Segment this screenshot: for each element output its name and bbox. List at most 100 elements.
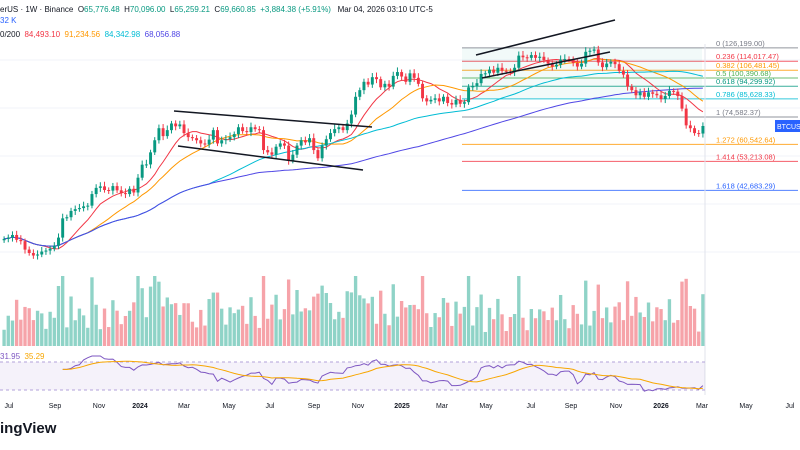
candle-body	[525, 57, 529, 59]
volume-bar	[558, 294, 563, 346]
candle-body	[592, 49, 596, 51]
candle-body	[609, 61, 613, 64]
volume-bar	[236, 309, 241, 346]
volume-bar	[6, 315, 10, 346]
candle-body	[676, 91, 680, 97]
candle-body	[521, 55, 525, 58]
volume-bar	[295, 290, 299, 346]
candle-body	[638, 92, 642, 96]
volume-bar	[475, 307, 479, 346]
volume-bar	[73, 320, 77, 346]
volume-bar	[504, 331, 508, 346]
candle-body	[2, 238, 6, 241]
candle-body	[270, 152, 274, 155]
candle-body	[65, 217, 69, 219]
candle-body	[450, 102, 454, 105]
candle-body	[471, 85, 475, 88]
candle-body	[554, 64, 558, 67]
volume-bar	[634, 296, 638, 346]
volume-bar	[529, 309, 534, 346]
volume-bar	[659, 309, 663, 346]
volume-bar	[27, 308, 31, 346]
volume-bar	[19, 319, 23, 346]
volume-bar	[671, 322, 676, 346]
candle-body	[412, 73, 416, 78]
low-value: 65,259.21	[174, 5, 210, 14]
candle-body	[341, 127, 345, 131]
candle-body	[115, 186, 119, 191]
candle-body	[375, 77, 378, 80]
candle-body	[496, 67, 500, 73]
candle-body	[149, 152, 153, 165]
brand-text: ingView	[0, 420, 57, 437]
time-tick-mar: Mar	[696, 403, 709, 410]
volume-bar	[680, 281, 684, 346]
time-tick-nov: Nov	[352, 403, 365, 410]
date-stamp: Mar 04, 2026 03:10 UTC-5	[337, 5, 433, 14]
price-chart[interactable]: 0 (126,199.00) 0.236 (114,017.47)0.382 (1…	[0, 0, 800, 420]
volume-bar	[487, 307, 492, 346]
chart-header: erUS · 1W · Binance O65,776.48 H70,096.0…	[0, 0, 800, 44]
volume-bar	[144, 317, 149, 346]
symbol-title[interactable]: erUS · 1W · Binance	[0, 5, 74, 14]
candle-body	[320, 145, 324, 159]
candle-body	[667, 90, 671, 97]
candle-body	[492, 69, 496, 73]
volume-bar	[245, 323, 249, 346]
ma-legend[interactable]: 0/200 84,493.10 91,234.56 84,342.98 68,0…	[0, 30, 180, 39]
candle-body	[15, 234, 19, 240]
time-tick-2025: 2025	[394, 403, 410, 410]
volume-bar	[584, 280, 588, 346]
candle-body	[458, 99, 462, 104]
volume-bar	[496, 298, 500, 346]
volume-bar	[370, 296, 375, 346]
volume-bar	[588, 325, 592, 346]
candle-body	[224, 139, 228, 141]
candle-body	[358, 90, 362, 97]
candle-body	[61, 218, 65, 238]
volume-bar	[655, 307, 659, 346]
candle-body	[425, 98, 429, 102]
volume-bar	[676, 320, 680, 346]
candle-body	[504, 70, 508, 72]
volume-bar	[399, 301, 404, 346]
volume-bar	[153, 276, 157, 346]
time-tick-jul: Jul	[266, 403, 275, 410]
volume-bar	[625, 281, 630, 346]
time-tick-may: May	[222, 403, 236, 410]
change-value: +3,884.38 (+5.91%)	[260, 5, 331, 14]
candle-body	[580, 63, 584, 67]
candle-body	[103, 186, 106, 191]
volume-bar	[337, 311, 341, 346]
candle-body	[500, 67, 504, 71]
candle-body	[182, 124, 186, 134]
fib-label: 0.382 (106,481.45)	[716, 61, 780, 70]
volume-bar	[450, 325, 454, 346]
volume-bar	[445, 302, 450, 346]
volume-bar	[140, 288, 144, 346]
low-label: L	[169, 5, 175, 14]
candle-body	[207, 139, 211, 145]
volume-bar	[458, 313, 462, 346]
volume-bar	[512, 314, 517, 346]
candle-body	[31, 253, 35, 256]
volume-bar	[508, 317, 513, 346]
candle-body	[178, 124, 182, 127]
time-tick-jul: Jul	[527, 403, 536, 410]
volume-bar	[600, 318, 605, 346]
volume-bar	[596, 284, 600, 346]
volume-bar	[701, 294, 705, 346]
volume-bar	[40, 313, 44, 346]
volume-bar	[374, 323, 379, 346]
candle-body	[19, 239, 23, 242]
candle-body	[680, 96, 684, 109]
candle-body	[655, 93, 659, 96]
volume-bar	[90, 277, 94, 346]
candle-body	[601, 62, 604, 68]
open-value: 65,776.48	[84, 5, 120, 14]
time-tick-jul: Jul	[786, 403, 795, 410]
volume-bar	[291, 314, 295, 346]
candle-body	[529, 55, 533, 58]
volume-bar	[182, 303, 186, 346]
tradingview-brand[interactable]: ingView	[0, 420, 56, 437]
